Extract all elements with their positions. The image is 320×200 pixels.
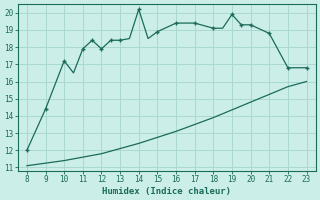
- X-axis label: Humidex (Indice chaleur): Humidex (Indice chaleur): [102, 187, 231, 196]
